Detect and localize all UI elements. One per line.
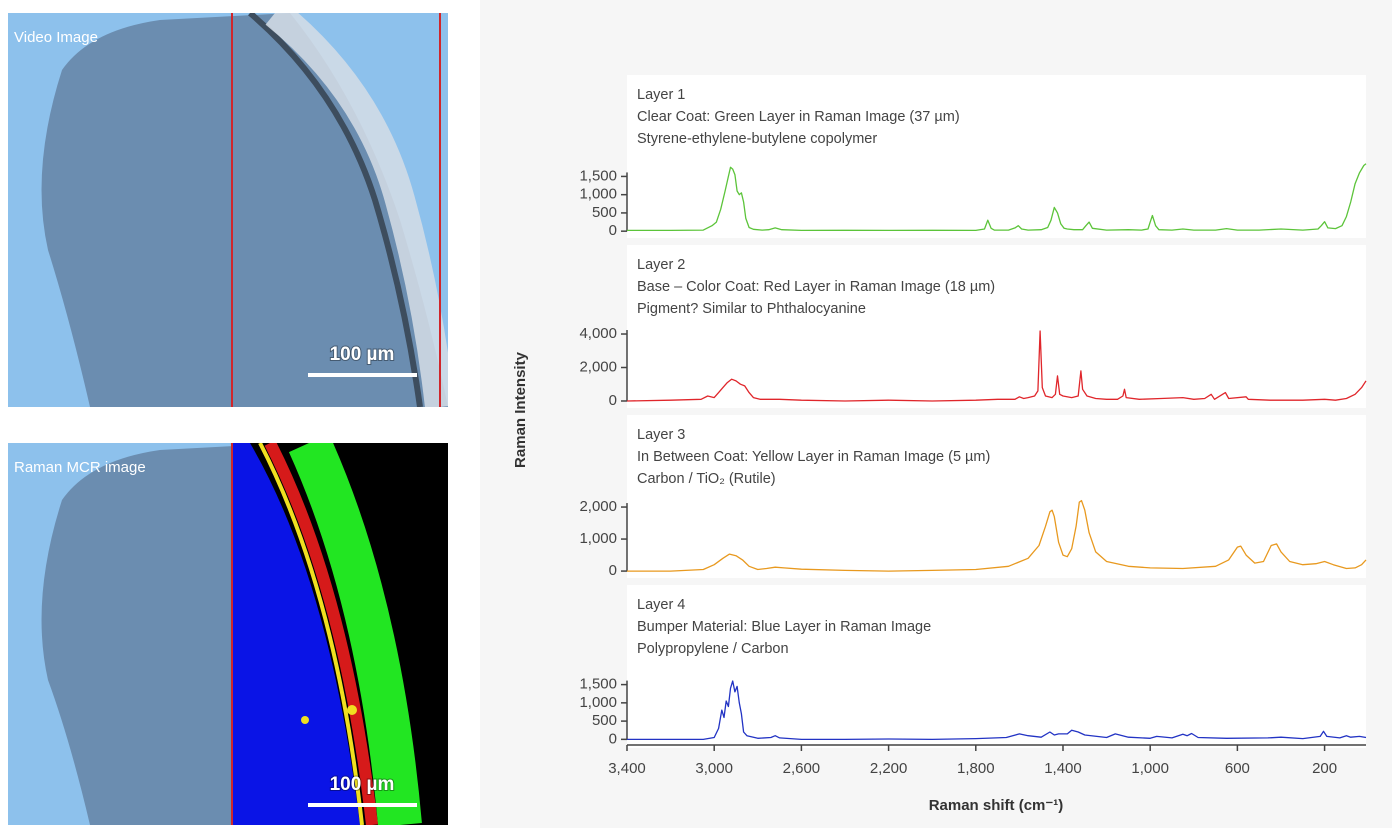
- panel-subtitle: Bumper Material: Blue Layer in Raman Ima…: [637, 619, 931, 635]
- scale-label: 100 µm: [330, 774, 395, 795]
- y-axis-label: Raman Intensity: [512, 351, 529, 468]
- x-tick-label: 3,000: [695, 760, 733, 777]
- image-label: Video Image: [14, 29, 98, 46]
- yellow-layer: [258, 443, 364, 825]
- y-tick-label: 2,000: [579, 358, 617, 375]
- panel-description: Polypropylene / Carbon: [637, 641, 789, 657]
- green-layer: [288, 443, 422, 825]
- y-tick-label: 1,500: [579, 167, 617, 184]
- panel-subtitle: Base – Color Coat: Red Layer in Raman Im…: [637, 279, 995, 295]
- panel-title: Layer 4: [637, 597, 685, 613]
- y-tick-label: 1,000: [579, 186, 617, 203]
- scale-label: 100 µm: [330, 344, 395, 365]
- y-tick-label: 1,500: [579, 676, 617, 693]
- image-label: Raman MCR image: [14, 459, 146, 476]
- raman-image: [8, 443, 448, 825]
- x-tick-label: 3,400: [608, 760, 646, 777]
- x-tick-label: 2,200: [870, 760, 908, 777]
- panel: [627, 585, 1366, 748]
- x-tick-label: 1,800: [957, 760, 995, 777]
- panel-subtitle: In Between Coat: Yellow Layer in Raman I…: [637, 449, 990, 465]
- panel-description: Pigment? Similar to Phthalocyanine: [637, 301, 866, 317]
- y-tick-label: 500: [592, 712, 617, 729]
- blue-layer: [232, 443, 360, 825]
- panel-description: Styrene-ethylene-butylene copolymer: [637, 131, 877, 147]
- x-tick-label: 200: [1312, 760, 1337, 777]
- spectrum-line: [627, 680, 1367, 741]
- coating: [265, 13, 448, 407]
- y-tick-label: 500: [592, 204, 617, 221]
- spectrum-line: [627, 499, 1367, 572]
- y-tick-label: 0: [609, 562, 617, 579]
- y-tick-label: 2,000: [579, 498, 617, 515]
- yellow-spot: [301, 716, 309, 724]
- panel-description: Carbon / TiO₂ (Rutile): [637, 471, 776, 487]
- panel-title: Layer 1: [637, 87, 685, 103]
- y-tick-label: 1,000: [579, 694, 617, 711]
- sample-edge: [248, 13, 423, 407]
- y-tick-label: 0: [609, 222, 617, 239]
- panel-subtitle: Clear Coat: Green Layer in Raman Image (…: [637, 109, 960, 125]
- y-tick-label: 0: [609, 730, 617, 747]
- y-tick-label: 0: [609, 392, 617, 409]
- yellow-spot: [347, 705, 357, 715]
- panel: [627, 415, 1366, 578]
- x-tick-label: 1,400: [1044, 760, 1082, 777]
- x-tick-label: 2,600: [783, 760, 821, 777]
- panel-title: Layer 2: [637, 257, 685, 273]
- red-layer: [264, 443, 378, 825]
- x-tick-label: 1,000: [1131, 760, 1169, 777]
- y-tick-label: 1,000: [579, 530, 617, 547]
- y-tick-label: 4,000: [579, 325, 617, 342]
- mcr-map: [232, 443, 448, 825]
- spectrum-line: [627, 163, 1367, 232]
- x-tick-label: 600: [1225, 760, 1250, 777]
- video-image: [8, 13, 448, 407]
- spectrum-line: [626, 330, 1367, 402]
- panel: [627, 245, 1366, 408]
- panel-title: Layer 3: [637, 427, 685, 443]
- x-axis-label: Raman shift (cm⁻¹): [929, 797, 1064, 814]
- panel: [627, 75, 1366, 238]
